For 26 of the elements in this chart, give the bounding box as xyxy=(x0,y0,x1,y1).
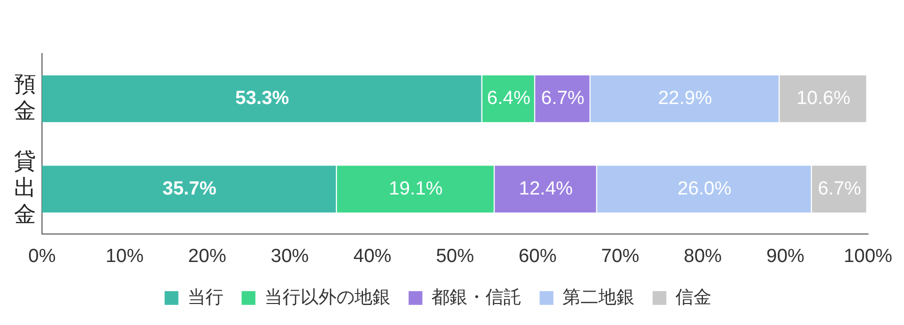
x-tick-label: 90% xyxy=(766,246,805,267)
data-label: 22.9% xyxy=(658,88,712,109)
data-label: 12.4% xyxy=(518,178,573,200)
legend-label: 第二地銀 xyxy=(562,286,634,307)
data-label: 6.7% xyxy=(541,88,585,109)
data-label: 19.1% xyxy=(388,178,443,200)
x-tick-label: 0% xyxy=(28,246,56,267)
x-tick-label: 80% xyxy=(684,246,722,267)
data-label: 53.3% xyxy=(235,88,290,109)
x-tick-label: 40% xyxy=(353,246,392,267)
data-label: 6.4% xyxy=(487,88,530,109)
x-tick-label: 70% xyxy=(601,246,640,267)
y-tick-label: 預金 xyxy=(14,72,36,124)
x-tick-label: 20% xyxy=(188,246,226,267)
legend-label: 信金 xyxy=(676,286,712,307)
x-tick-label: 60% xyxy=(518,246,557,267)
legend-label: 都銀・信託 xyxy=(432,286,522,307)
legend-label: 当行 xyxy=(188,286,224,307)
data-label: 26.0% xyxy=(678,178,732,200)
legend-label: 当行以外の地銀 xyxy=(264,286,390,307)
x-tick-label: 100% xyxy=(844,246,892,267)
x-tick-label: 10% xyxy=(106,246,144,267)
data-label: 35.7% xyxy=(162,178,216,200)
x-tick-label: 50% xyxy=(436,246,474,267)
x-tick-label: 30% xyxy=(270,246,309,267)
y-tick-label: 貸出金 xyxy=(14,148,36,227)
